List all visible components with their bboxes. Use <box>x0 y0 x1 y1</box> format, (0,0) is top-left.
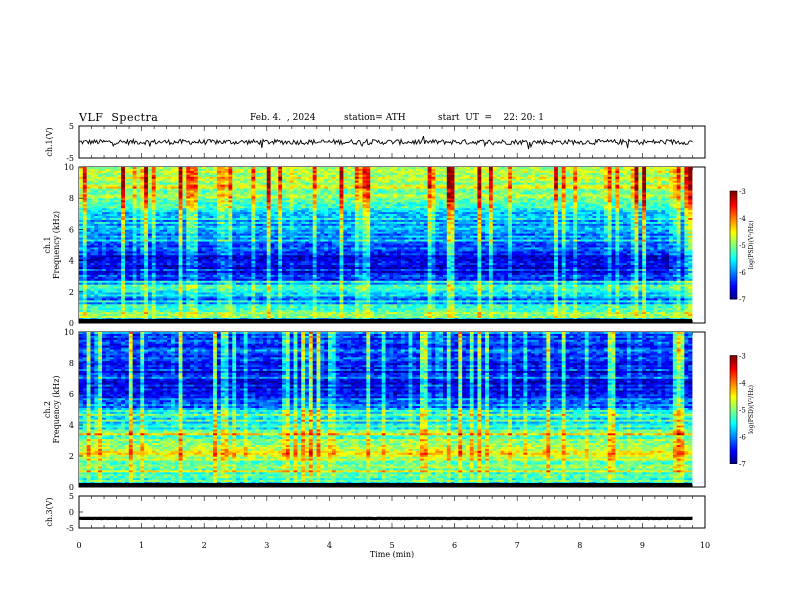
ch1-spectrogram-cells <box>79 167 692 320</box>
ch1-waveform-ytick-label: -5 <box>66 154 74 163</box>
ch1-waveform-trace <box>79 136 693 149</box>
ch1-waveform-ytick-label: 5 <box>69 122 74 131</box>
ch1-waveform-ylabel: ch.1(V) <box>45 127 54 156</box>
